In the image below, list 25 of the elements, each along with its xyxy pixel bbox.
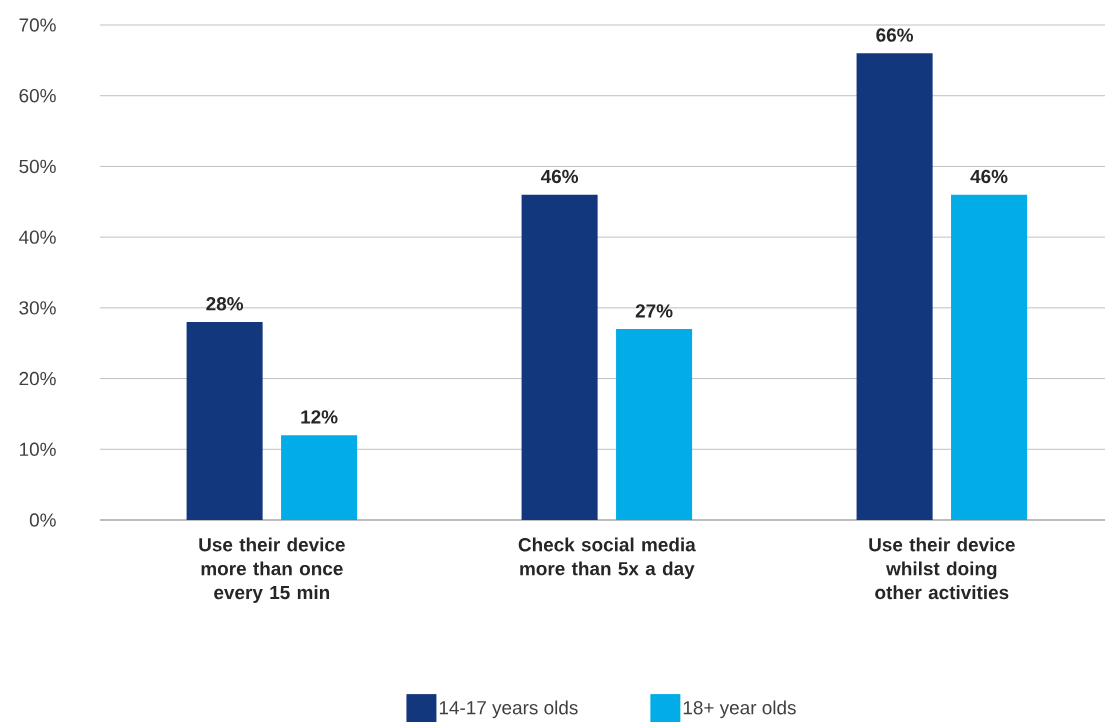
- bar: [281, 435, 358, 520]
- y-tick-label: 70%: [19, 18, 56, 32]
- y-tick-label: 30%: [19, 301, 56, 315]
- y-tick-label: 0%: [29, 513, 56, 527]
- x-tick-label: Use their device whilst doing other activities: [869, 537, 1015, 600]
- x-tick-label: Check social media more than 5x a day: [518, 537, 696, 580]
- bar: [186, 322, 263, 520]
- data-label: 27%: [635, 304, 673, 318]
- legend-label: 18+ year olds: [683, 700, 796, 719]
- x-tick-label: Use their device more than once every 15 min: [199, 537, 345, 603]
- legend-label: 14-17 years olds: [439, 700, 578, 719]
- data-label: 66%: [876, 28, 914, 42]
- y-tick-label: 20%: [19, 371, 56, 386]
- data-label: 46%: [540, 169, 579, 184]
- data-label: 12%: [301, 410, 338, 424]
- data-label: 28%: [206, 297, 244, 311]
- bar: [951, 194, 1028, 520]
- y-tick-label: 60%: [19, 89, 56, 103]
- bar: [856, 53, 933, 520]
- y-tick-label: 10%: [20, 442, 56, 456]
- bar: [616, 329, 693, 520]
- bar: [521, 194, 598, 520]
- y-tick-label: 50%: [19, 159, 56, 174]
- y-tick-label: 40%: [19, 230, 56, 244]
- data-label: 46%: [970, 169, 1008, 184]
